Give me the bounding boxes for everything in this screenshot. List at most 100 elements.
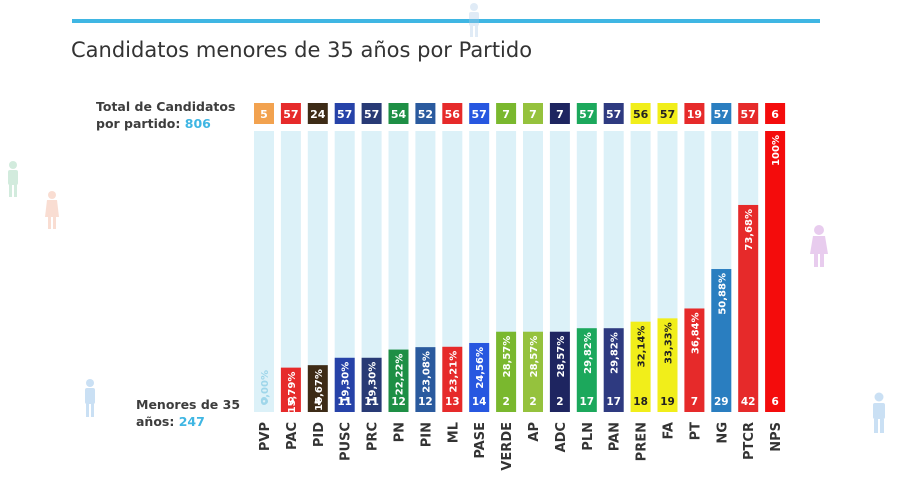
total-badge: [280, 103, 301, 124]
under35-count-label: 19: [660, 396, 675, 408]
category-label: ML: [446, 422, 461, 443]
percent-label: 73,68%: [744, 209, 755, 251]
category-label: PID: [312, 422, 327, 447]
category-label: PREN: [635, 422, 650, 461]
total-badge: [576, 103, 597, 124]
bar: [361, 357, 382, 412]
person-icon: [8, 161, 18, 197]
total-badge-label: 6: [771, 108, 779, 121]
under35-count-label: 42: [741, 396, 756, 408]
category-label: PAN: [608, 422, 623, 451]
percent-label: 100%: [771, 135, 782, 166]
total-badge: [307, 103, 328, 124]
percent-label: 23,21%: [448, 351, 459, 393]
category-label: PT: [688, 422, 703, 441]
category-label: PN: [393, 422, 408, 442]
under35-count-label: 2: [502, 396, 509, 408]
bar-track: [334, 131, 355, 412]
under35-count-label: 17: [606, 396, 621, 408]
total-badge: [254, 103, 274, 124]
bar: [603, 328, 624, 412]
total-badge-label: 52: [418, 108, 433, 121]
category-label: PIN: [419, 422, 434, 447]
total-badge: [684, 103, 705, 124]
bar: [307, 365, 328, 412]
category-label: PRC: [366, 422, 381, 451]
total-badge: [361, 103, 382, 124]
total-badge-label: 57: [579, 108, 594, 121]
bar-track: [388, 131, 409, 412]
total-badge-label: 57: [606, 108, 621, 121]
total-badge: [711, 103, 732, 124]
woman-icon-right: [810, 225, 828, 267]
percent-label: 23,08%: [421, 351, 432, 393]
bar-track: [469, 131, 490, 412]
total-candidates-prefix: por partido:: [96, 116, 185, 131]
total-candidates-line2: por partido: 806: [96, 115, 235, 132]
percent-label: 22,22%: [395, 354, 406, 396]
under35-count-label: 29: [714, 396, 729, 408]
category-label: ADC: [554, 422, 569, 452]
total-badge: [442, 103, 463, 124]
bar: [738, 204, 759, 412]
total-candidates-label: Total de Candidatos por partido: 806: [96, 98, 235, 132]
total-badge-label: 57: [337, 108, 352, 121]
under35-count-label: 17: [579, 396, 594, 408]
total-candidates-line1: Total de Candidatos: [96, 99, 236, 114]
under35-count-label: 11: [364, 396, 379, 408]
woman-icon: [45, 191, 59, 229]
total-badge-label: 57: [472, 108, 487, 121]
total-badge-label: 7: [529, 108, 537, 121]
percent-label: 19,30%: [368, 362, 379, 404]
under35-count-label: 12: [418, 396, 433, 408]
under35-count-label: 7: [691, 396, 698, 408]
under35-count-label: 12: [391, 396, 406, 408]
page-title: Candidatos menores de 35 años por Partid…: [71, 38, 533, 62]
category-label: PAC: [285, 422, 300, 450]
bar: [630, 321, 651, 412]
percent-label: 50,88%: [717, 273, 728, 315]
total-badge: [765, 103, 786, 124]
total-badge-label: 57: [741, 108, 756, 121]
percent-label: 16,67%: [314, 369, 325, 411]
bar: [388, 349, 409, 412]
under35-count-label: 11: [337, 396, 352, 408]
total-badge-label: 57: [714, 108, 729, 121]
under35-count-label: 14: [472, 396, 487, 408]
category-label: PASE: [473, 422, 488, 459]
person-icon-top: [469, 3, 479, 37]
percent-label: 29,82%: [583, 332, 594, 374]
total-badge: [630, 103, 651, 124]
percent-label: 29,82%: [610, 332, 621, 374]
total-badge-label: 57: [364, 108, 379, 121]
under35-count-label: 6: [771, 396, 778, 408]
total-badge: [603, 103, 624, 124]
category-label: FA: [662, 422, 677, 439]
bar: [523, 331, 543, 412]
percent-label: 28,57%: [529, 336, 540, 378]
bar-track: [280, 131, 301, 412]
bar-track: [415, 131, 436, 412]
bar-track: [442, 131, 463, 412]
bar: [549, 331, 570, 412]
total-badge-label: 7: [502, 108, 510, 121]
total-badge: [469, 103, 490, 124]
person-icon-right: [873, 392, 885, 433]
bar: [334, 357, 355, 412]
under35-count-label: 13: [445, 396, 460, 408]
under35-value: 247: [178, 414, 205, 429]
category-label: PLN: [581, 422, 596, 451]
percent-label: 33,33%: [664, 322, 675, 364]
bar: [711, 269, 732, 412]
total-badge-label: 57: [283, 108, 298, 121]
category-label: PVP: [258, 422, 273, 451]
person-icon-blue: [85, 379, 95, 417]
under35-count-label: 2: [556, 396, 563, 408]
percent-label: 36,84%: [690, 312, 701, 354]
bar: [496, 331, 517, 412]
percent-label: 15,79%: [287, 372, 298, 414]
bar-track: [307, 131, 328, 412]
percent-label: 28,57%: [502, 336, 513, 378]
percent-label: 19,30%: [341, 362, 352, 404]
